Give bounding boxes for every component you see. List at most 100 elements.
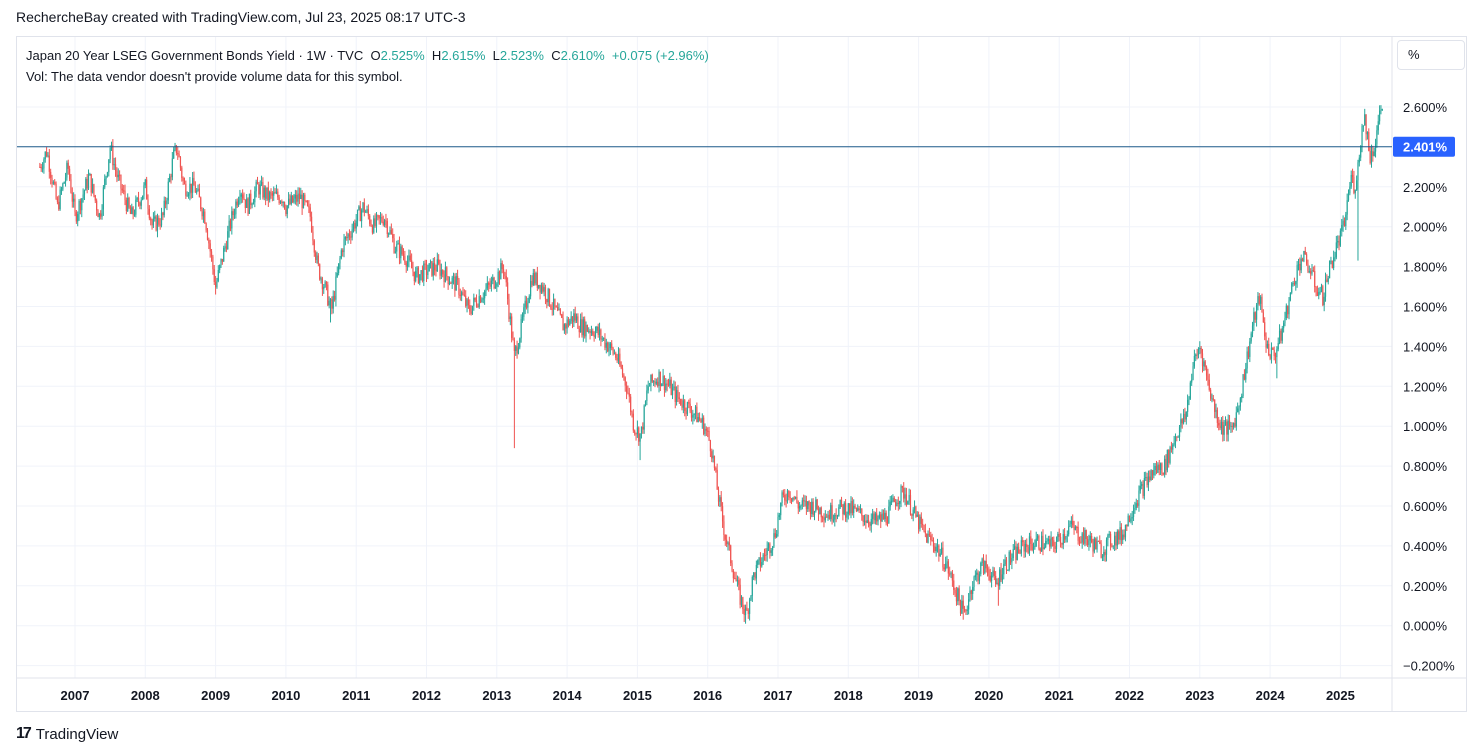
candle-body xyxy=(1274,355,1277,358)
candle-body xyxy=(1107,535,1109,540)
candle-body xyxy=(918,514,920,530)
candle-body xyxy=(959,600,962,614)
candle-body xyxy=(567,319,570,326)
candle-body xyxy=(949,573,951,575)
candle-body xyxy=(889,501,891,507)
candle-body xyxy=(1026,543,1028,547)
candle-body xyxy=(1181,419,1183,424)
candle-body xyxy=(1310,271,1312,274)
percent-scale-button[interactable]: % xyxy=(1397,40,1465,70)
candle-body xyxy=(1264,322,1266,337)
candle-body xyxy=(777,517,779,534)
candle-body xyxy=(342,250,344,253)
candle-body xyxy=(1197,349,1200,355)
candle-body xyxy=(525,300,528,308)
candle-body xyxy=(653,381,655,383)
candle-body xyxy=(746,607,748,611)
candle-body xyxy=(846,514,848,518)
candle-body xyxy=(1261,296,1263,313)
candle-body xyxy=(1120,527,1122,541)
candle-body xyxy=(321,278,324,290)
candle-body xyxy=(155,216,157,231)
candle-body xyxy=(1258,296,1260,304)
candle-body xyxy=(872,513,874,519)
candle-body xyxy=(663,375,666,391)
candle-body xyxy=(335,276,337,300)
candle-body xyxy=(570,316,572,321)
candle-body xyxy=(521,316,524,319)
candle-body xyxy=(198,188,200,198)
candle-body xyxy=(254,191,256,203)
candle-body xyxy=(285,208,287,215)
candle-body xyxy=(730,545,732,564)
candle-body xyxy=(839,499,841,508)
candle-body xyxy=(305,200,307,202)
candle-body xyxy=(143,185,145,196)
candle-body xyxy=(1036,535,1039,539)
candle-body xyxy=(912,509,914,516)
candle-body xyxy=(1291,283,1293,293)
candle-body xyxy=(436,259,438,272)
candle-body xyxy=(1293,283,1296,285)
candle-body xyxy=(793,497,795,499)
candle-body xyxy=(1092,542,1094,552)
candle-body xyxy=(1315,287,1317,293)
candle-body xyxy=(428,263,430,272)
candle-body xyxy=(1124,525,1127,538)
candle-body xyxy=(1055,541,1058,549)
tradingview-logo-text: TradingView xyxy=(35,725,119,743)
candle-body xyxy=(596,326,598,331)
candle-body xyxy=(707,430,709,432)
candle-body xyxy=(347,234,349,238)
candle-body xyxy=(400,246,402,259)
candle-body xyxy=(757,560,759,565)
candle-body xyxy=(419,274,421,283)
candle-body xyxy=(465,295,467,306)
candle-body xyxy=(51,177,53,184)
candle-body xyxy=(502,269,505,273)
candle-body xyxy=(246,198,248,208)
symbol-title[interactable]: Japan 20 Year LSEG Government Bonds Yiel… xyxy=(26,48,364,63)
candle-body xyxy=(843,503,845,515)
candle-body xyxy=(324,281,326,287)
candle-body xyxy=(351,229,353,238)
candle-body xyxy=(520,318,522,339)
candle-body xyxy=(574,313,576,321)
time-tick-label: 2017 xyxy=(764,688,793,703)
candle-body xyxy=(269,192,271,201)
candle-body xyxy=(266,187,268,199)
candle-body xyxy=(859,509,862,511)
candle-body xyxy=(443,274,445,283)
candle-body xyxy=(543,287,545,292)
tradingview-logo[interactable]: 17 TradingView xyxy=(16,725,118,743)
candle-body xyxy=(1303,250,1305,262)
candle-body xyxy=(608,348,610,352)
candle-body xyxy=(120,174,122,189)
candle-body xyxy=(738,580,740,585)
candle-body xyxy=(890,501,893,503)
candle-body xyxy=(955,593,958,602)
candle-body xyxy=(1132,509,1135,517)
candle-body xyxy=(1189,382,1191,399)
candle-body xyxy=(681,404,683,408)
candle-body xyxy=(978,574,981,581)
candle-body xyxy=(1058,533,1060,537)
candle-body xyxy=(916,514,918,517)
candle-body xyxy=(838,507,840,517)
candle-body xyxy=(404,256,406,263)
candle-body xyxy=(808,501,810,506)
candle-body xyxy=(494,286,497,289)
candle-body xyxy=(611,343,613,348)
candle-body xyxy=(982,558,985,574)
candle-body xyxy=(475,300,478,306)
candle-body xyxy=(997,582,999,586)
candle-body xyxy=(1346,200,1348,215)
candle-body xyxy=(575,316,578,321)
candle-body xyxy=(717,489,720,502)
candle-body xyxy=(463,294,465,296)
candle-body xyxy=(424,263,426,265)
candle-body xyxy=(728,542,730,546)
candle-body xyxy=(507,282,509,300)
candle-body xyxy=(878,514,880,518)
